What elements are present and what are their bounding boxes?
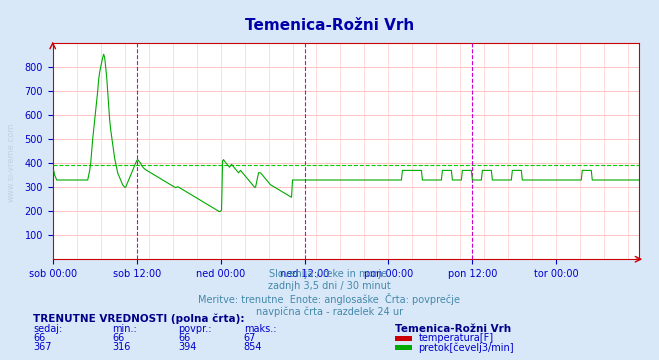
Text: www.si-vreme.com: www.si-vreme.com xyxy=(7,122,16,202)
Text: navpična črta - razdelek 24 ur: navpična črta - razdelek 24 ur xyxy=(256,306,403,317)
Text: povpr.:: povpr.: xyxy=(178,324,212,334)
Text: Temenica-Rožni Vrh: Temenica-Rožni Vrh xyxy=(245,18,414,33)
Text: maks.:: maks.: xyxy=(244,324,276,334)
Text: Temenica-Rožni Vrh: Temenica-Rožni Vrh xyxy=(395,324,511,334)
Text: Slovenija / reke in morje.: Slovenija / reke in morje. xyxy=(269,269,390,279)
Text: 367: 367 xyxy=(33,342,51,352)
Text: 66: 66 xyxy=(178,333,190,343)
Text: TRENUTNE VREDNOSTI (polna črta):: TRENUTNE VREDNOSTI (polna črta): xyxy=(33,313,244,324)
Text: zadnjh 3,5 dni / 30 minut: zadnjh 3,5 dni / 30 minut xyxy=(268,281,391,291)
Text: Meritve: trenutne  Enote: anglosaške  Črta: povprečje: Meritve: trenutne Enote: anglosaške Črta… xyxy=(198,293,461,305)
Text: sedaj:: sedaj: xyxy=(33,324,62,334)
Text: 66: 66 xyxy=(33,333,45,343)
Text: 66: 66 xyxy=(112,333,125,343)
Text: pretok[čevelj3/min]: pretok[čevelj3/min] xyxy=(418,342,514,353)
Text: 316: 316 xyxy=(112,342,130,352)
Text: min.:: min.: xyxy=(112,324,137,334)
Text: temperatura[F]: temperatura[F] xyxy=(418,333,494,343)
Text: 854: 854 xyxy=(244,342,262,352)
Text: 394: 394 xyxy=(178,342,196,352)
Text: 67: 67 xyxy=(244,333,256,343)
